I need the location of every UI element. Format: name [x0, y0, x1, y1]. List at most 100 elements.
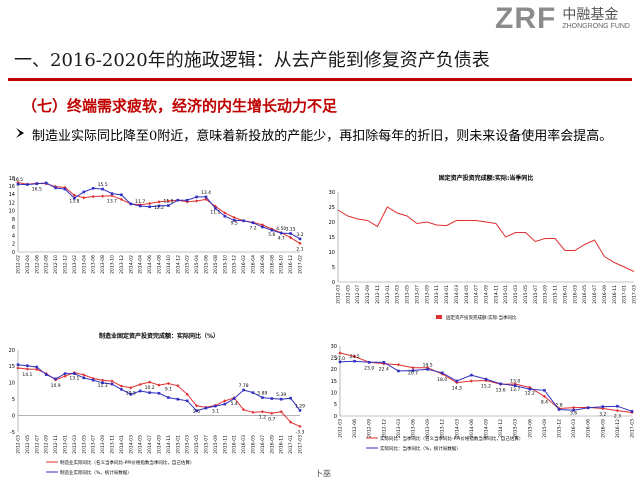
y-tick-label: -5: [10, 430, 15, 436]
arrow-bullet-icon: [14, 126, 26, 147]
x-tick-label: 2016-03: [571, 419, 577, 438]
x-tick-label: 2016-07: [592, 285, 598, 304]
data-point: [25, 367, 29, 371]
x-tick-label: 2016-01: [562, 285, 568, 304]
data-point: [110, 382, 114, 386]
data-label: 13.6: [496, 387, 506, 393]
x-tick-label: 2013-11: [434, 285, 440, 304]
data-label: 12.2: [154, 205, 164, 211]
y-tick-label: 15: [331, 379, 337, 385]
data-label: 14.3: [452, 386, 462, 392]
legend-entry: 制造业实际同比（名义当季同比-PPI价格指数当季同比，自己估算）: [60, 459, 194, 466]
data-label: 7.2: [249, 225, 256, 231]
data-point: [382, 361, 386, 364]
data-label: 16.5: [13, 177, 23, 183]
x-tick-label: 2012-11: [53, 435, 59, 454]
data-point: [63, 374, 67, 378]
x-tick-label: 2014-02: [128, 255, 134, 274]
data-point: [148, 201, 152, 206]
data-point: [16, 363, 20, 367]
data-label: 13.8: [69, 198, 79, 204]
data-point: [367, 361, 371, 364]
x-tick-label: 2014-07: [147, 435, 153, 454]
data-point: [353, 359, 356, 363]
data-label: 2.3: [614, 414, 621, 420]
x-tick-label: 2017-03: [298, 435, 304, 454]
x-tick-label: 2014-08: [157, 255, 163, 274]
data-point: [63, 372, 67, 375]
data-point: [44, 181, 48, 185]
data-point: [396, 363, 400, 367]
x-tick-label: 2014-09: [484, 285, 490, 304]
data-point: [289, 236, 293, 240]
x-tick-label: 2014-06: [147, 255, 153, 274]
x-tick-label: 2016-08: [269, 255, 275, 274]
x-tick-label: 2015-06: [204, 255, 210, 274]
data-label: 12.2: [525, 391, 535, 397]
data-label: 24.5: [350, 354, 360, 360]
legend-entry: 实际同比：当季同比（名义当季同比-PPI价格指数当季同比，自己估算）: [380, 435, 523, 442]
data-point: [298, 409, 302, 412]
data-point: [260, 223, 264, 227]
data-point: [223, 211, 227, 215]
data-label: 19.5: [423, 362, 433, 368]
data-point: [484, 377, 488, 381]
legend-entry: 实际同比：当季同比（%，统计局数据）: [380, 445, 461, 452]
x-tick-label: 2012-11: [375, 285, 381, 304]
x-tick-label: 2013-05: [405, 285, 411, 304]
data-point: [586, 406, 590, 410]
data-point: [138, 389, 142, 393]
bullet-text: 制造业实际同比降至0附近，意味着新投放的产能少，再扣除每年的折旧，则未来设备使用…: [32, 129, 613, 144]
data-label: 11.8: [163, 199, 173, 205]
data-point: [223, 214, 227, 218]
x-tick-label: 2015-03: [185, 435, 191, 454]
x-tick-label: 2015-01: [175, 435, 181, 454]
x-tick-label: 2012-05: [345, 285, 351, 304]
y-tick-label: 15: [9, 364, 15, 370]
data-point: [232, 397, 236, 400]
y-tick-label: 8: [12, 217, 15, 223]
data-label: 3.2: [296, 232, 303, 238]
data-point: [469, 379, 473, 383]
x-tick-label: 2013-03: [72, 435, 78, 454]
x-tick-label: 2016-07: [260, 435, 266, 454]
data-point: [129, 386, 133, 390]
x-tick-label: 2013-04: [81, 255, 87, 274]
data-point: [411, 369, 415, 372]
y-tick-label: 12: [9, 200, 15, 206]
x-tick-label: 2012-09: [365, 285, 371, 304]
x-tick-label: 2014-10: [166, 255, 172, 274]
title-divider: [8, 78, 632, 81]
section-subtitle: （七）终端需求疲软，经济的内生增长动力不足: [22, 97, 338, 115]
data-point: [120, 388, 123, 391]
x-tick-label: 2015-09: [542, 419, 548, 438]
data-point: [298, 237, 302, 241]
x-tick-label: 2014-11: [166, 435, 172, 454]
x-tick-label: 2012-06: [34, 255, 40, 274]
x-tick-label: 2016-05: [582, 285, 588, 304]
data-point: [101, 187, 104, 191]
x-tick-label: 2015-07: [204, 435, 210, 454]
x-tick-label: 2015-05: [523, 285, 529, 304]
data-point: [26, 183, 29, 186]
data-point: [148, 205, 151, 209]
data-point: [101, 378, 105, 382]
data-label: 2.1: [296, 246, 303, 252]
x-tick-label: 2015-11: [222, 435, 228, 454]
bullet-point: 制造业实际同比降至0附近，意味着新投放的产能少，再扣除每年的折旧，则未来设备使用…: [14, 126, 626, 147]
x-tick-label: 2012-12: [381, 419, 387, 438]
data-point: [195, 195, 198, 199]
y-tick-label: 5: [12, 397, 15, 403]
x-tick-label: 2015-10: [222, 255, 228, 274]
x-tick-label: 2016-12: [615, 419, 621, 438]
x-tick-label: 2015-01: [503, 285, 509, 304]
data-point: [72, 193, 76, 197]
x-tick-label: 2016-03: [572, 285, 578, 304]
data-point: [129, 392, 133, 396]
y-tick-label: 10: [9, 381, 15, 387]
data-point: [185, 399, 189, 403]
data-point: [261, 225, 264, 229]
data-point: [204, 406, 208, 410]
data-point: [261, 396, 264, 399]
data-point: [214, 207, 217, 210]
